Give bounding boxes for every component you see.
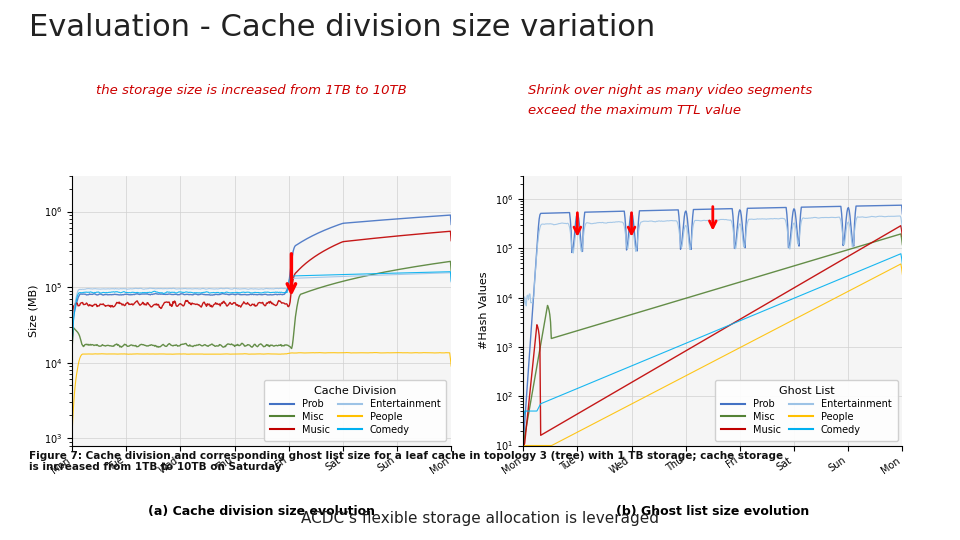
Text: ACDC’s flexible storage allocation is leveraged: ACDC’s flexible storage allocation is le…	[301, 511, 659, 526]
Y-axis label: Size (MB): Size (MB)	[28, 284, 38, 337]
Text: Evaluation - Cache division size variation: Evaluation - Cache division size variati…	[29, 14, 655, 43]
Text: exceed the maximum TTL value: exceed the maximum TTL value	[528, 104, 741, 117]
Text: Shrink over night as many video segments: Shrink over night as many video segments	[528, 84, 812, 97]
Text: (a) Cache division size evolution: (a) Cache division size evolution	[148, 505, 375, 518]
Text: (b) Ghost list size evolution: (b) Ghost list size evolution	[616, 505, 809, 518]
Y-axis label: #Hash Values: #Hash Values	[479, 272, 490, 349]
Legend: Prob, Misc, Music, Entertainment, People, Comedy: Prob, Misc, Music, Entertainment, People…	[715, 380, 898, 441]
Text: the storage size is increased from 1TB to 10TB: the storage size is increased from 1TB t…	[96, 84, 407, 97]
Legend: Prob, Misc, Music, Entertainment, People, Comedy: Prob, Misc, Music, Entertainment, People…	[264, 380, 446, 441]
Text: Figure 7: Cache division and corresponding ghost list size for a leaf cache in t: Figure 7: Cache division and correspondi…	[29, 451, 783, 472]
